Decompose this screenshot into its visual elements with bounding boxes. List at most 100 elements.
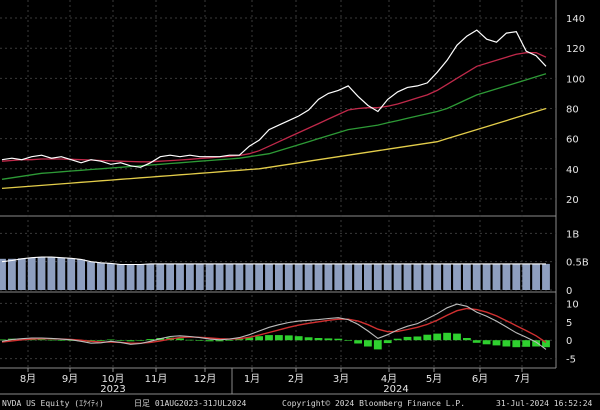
indicator-histogram-bar <box>255 336 263 341</box>
volume-average-path <box>1 256 546 266</box>
volume-bar <box>532 263 540 290</box>
volume-bar <box>542 263 550 290</box>
indicator-histogram-bar <box>275 335 283 341</box>
indicator-histogram-bar <box>195 340 204 341</box>
price-y-axis: 20 40 60 80 100 120 140 <box>566 14 585 206</box>
volume-bar <box>225 263 234 290</box>
x-month-label: 2月 <box>288 373 304 385</box>
volume-bar <box>126 264 135 290</box>
volume-bar <box>304 263 313 290</box>
volume-bar <box>116 264 125 290</box>
volume-bar <box>195 263 204 290</box>
volume-bar <box>334 263 343 290</box>
indicator-histogram-bar <box>67 340 76 341</box>
indicator-histogram-bar <box>433 333 442 341</box>
volume-bar <box>67 258 76 290</box>
volume-bar <box>294 263 303 290</box>
price-y-tick-label: 60 <box>566 135 579 146</box>
indicator-y-tick-label: 10 <box>566 299 579 310</box>
x-month-label: 1月 <box>244 373 260 385</box>
panel-frames <box>0 0 600 395</box>
indicator-histogram-bar <box>512 340 521 348</box>
indicator-histogram-bar <box>265 335 273 341</box>
volume-panel: 1B 0.5B 0 <box>0 229 589 297</box>
indicator-histogram-bar <box>344 340 353 341</box>
price-y-tick-label: 100 <box>566 74 585 85</box>
volume-bar <box>393 263 402 290</box>
price-y-tick-label: 120 <box>566 44 585 55</box>
volume-bar <box>215 263 224 290</box>
indicator-histogram-bar <box>522 340 531 347</box>
indicator-histogram-bar <box>334 338 343 341</box>
volume-bar <box>522 263 531 290</box>
volume-bar <box>314 263 323 290</box>
x-month-label: 5月 <box>426 373 442 385</box>
volume-bar <box>443 263 451 290</box>
volume-bar <box>324 263 333 290</box>
volume-bar <box>284 263 293 290</box>
footer-copyright: Copyright© 2024 Bloomberg Finance L.P. <box>282 399 465 408</box>
indicator-histogram-bar <box>176 338 184 341</box>
price-series-line-3 <box>1 107 547 190</box>
footer-date-range: 日足 01AUG2023-31JUL2024 <box>134 399 247 408</box>
volume-bar <box>255 263 263 290</box>
indicator-histogram-bar <box>284 335 293 341</box>
volume-bar <box>344 263 353 290</box>
indicator-histogram-bar <box>532 340 540 347</box>
x-month-label: 6月 <box>472 373 488 385</box>
x-month-label: 7月 <box>514 373 530 385</box>
volume-bar <box>77 259 85 290</box>
volume-bar <box>0 258 6 290</box>
indicator-histogram-bar <box>472 340 481 343</box>
indicator-histogram-bar <box>482 340 491 345</box>
x-month-label: 4月 <box>381 373 397 385</box>
indicator-histogram-bar <box>373 340 382 350</box>
volume-bar <box>463 263 471 290</box>
indicator-y-tick-label: 5 <box>566 318 572 329</box>
indicator-histogram-bar <box>225 340 234 341</box>
indicator-histogram-bar <box>324 338 333 341</box>
indicator-histogram-bar <box>443 332 451 341</box>
indicator-y-tick-label: -5 <box>566 355 576 366</box>
indicator-histogram-bar <box>393 338 402 341</box>
indicator-y-axis: 10 5 0 -5 <box>566 299 579 365</box>
volume-bar <box>17 258 26 290</box>
indicator-histogram-bar <box>37 339 46 341</box>
indicator-histogram-bar <box>235 339 244 341</box>
volume-bar <box>354 263 362 290</box>
x-month-label: 3月 <box>333 373 349 385</box>
indicator-histogram-bar <box>47 339 56 341</box>
indicator-histogram-bar <box>126 340 135 342</box>
volume-bar <box>492 263 501 290</box>
price-panel: 20 40 60 80 100 120 140 <box>1 14 585 206</box>
indicator-histogram-bar <box>57 340 66 341</box>
volume-bar <box>502 263 511 290</box>
indicator-histogram-bar <box>383 340 392 344</box>
indicator-histogram-bar <box>453 333 461 341</box>
indicator-macd-line <box>1 303 547 350</box>
indicator-histogram-bar <box>106 339 115 341</box>
volume-bar <box>265 263 273 290</box>
volume-bar <box>37 257 46 290</box>
footer: NVDA US Equity (ｴｸｲﾃｨ) 日足 01AUG2023-31JU… <box>2 399 593 408</box>
indicator-lines <box>1 303 547 350</box>
x-year-label: 2023 <box>100 384 125 395</box>
volume-bar <box>403 263 412 290</box>
volume-y-tick-label: 1B <box>566 229 579 240</box>
indicator-y-tick-label: 0 <box>566 336 572 347</box>
indicator-histogram-bar <box>364 340 372 347</box>
indicator-histogram-bar <box>403 336 412 341</box>
volume-bar <box>275 263 283 290</box>
price-series-lines <box>1 29 547 190</box>
volume-bar <box>87 261 95 290</box>
x-month-label: 12月 <box>194 373 217 385</box>
price-y-tick-label: 80 <box>566 104 579 115</box>
x-month-label: 10月 <box>102 373 125 385</box>
volume-bar <box>482 263 491 290</box>
price-series-line-0 <box>1 29 547 168</box>
gridlines <box>0 0 556 368</box>
indicator-histogram-bar <box>314 338 323 341</box>
